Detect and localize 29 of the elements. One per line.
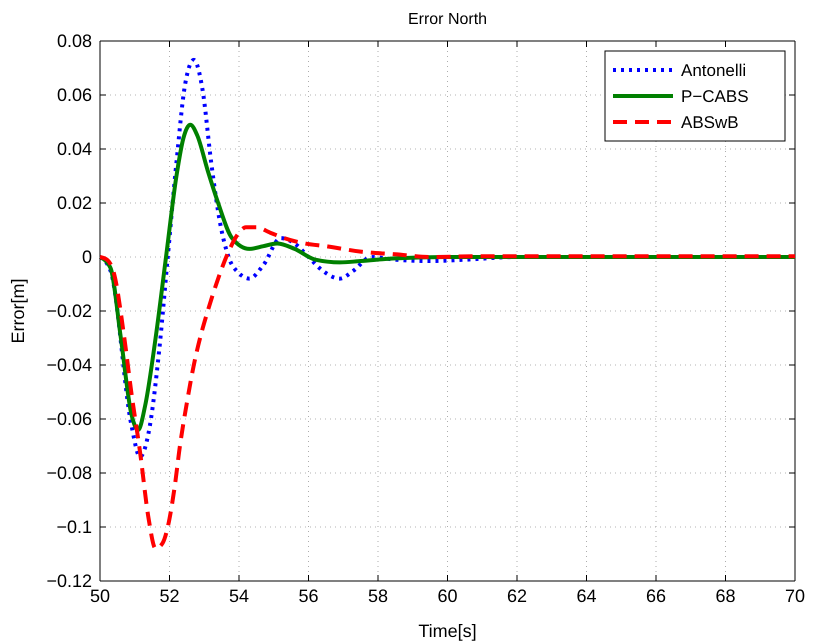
x-axis-title: Time[s] (418, 621, 477, 641)
y-tick-label: −0.12 (46, 570, 92, 591)
x-tick-label: 66 (646, 586, 666, 606)
y-tick-label: −0.06 (46, 408, 92, 429)
y-tick-label: −0.02 (46, 300, 92, 321)
y-tick-label: −0.04 (46, 354, 92, 375)
y-axis-title: Error[m] (8, 278, 28, 344)
y-tick-label: 0.02 (56, 192, 92, 213)
y-tick-label: −0.1 (56, 516, 92, 537)
chart-title: Error North (408, 11, 488, 28)
x-tick-label: 54 (228, 586, 250, 606)
legend-label: ABSwB (681, 113, 739, 132)
line-series (98, 225, 797, 551)
y-tick-label: 0.04 (56, 138, 92, 159)
legend-label: Antonelli (681, 61, 746, 80)
x-tick-label: 64 (576, 586, 597, 606)
x-tick-label: 50 (90, 586, 110, 606)
y-tick-label: 0 (82, 246, 92, 267)
x-tick-label: 56 (298, 586, 319, 606)
x-tick-label: 58 (368, 586, 388, 606)
y-tick-label: 0.08 (56, 30, 92, 51)
y-tick-label: 0.06 (56, 84, 92, 105)
x-tick-label: 62 (506, 586, 528, 606)
legend-label: P−CABS (681, 87, 749, 106)
x-tick-label: 70 (784, 586, 806, 606)
x-tick-label: 52 (159, 586, 180, 606)
y-tick-label: −0.08 (46, 462, 92, 483)
x-tick-label: 60 (437, 586, 458, 606)
x-tick-label: 68 (715, 586, 736, 606)
